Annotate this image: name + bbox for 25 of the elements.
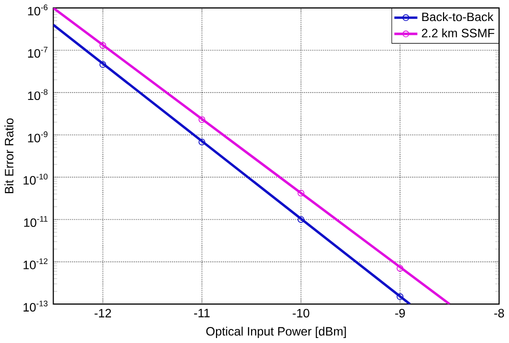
- point: [396, 294, 404, 300]
- point: [198, 116, 206, 124]
- x-tick-label: -9: [395, 309, 405, 318]
- y-tick-label: 10$^{-7}$: [28, 47, 48, 58]
- x-tick-label: -8: [494, 309, 504, 318]
- point: [298, 190, 304, 197]
- point: [99, 42, 106, 50]
- y-tick-label: 10$^{-11}$: [24, 216, 48, 228]
- y-axis-title: Bit Error Ratio: [4, 118, 14, 194]
- y-tick-label: 10$^{-8}$: [28, 89, 48, 100]
- y-tick-label: 10$^{-12}$: [24, 258, 48, 270]
- x-tick-label: -12: [94, 309, 111, 318]
- point: [298, 216, 304, 224]
- y-tick-label: 10$^{-13}$: [24, 300, 48, 312]
- x-axis-title: Optical Input Power [dBm]: [206, 326, 346, 338]
- point: [396, 265, 404, 272]
- y-tick-label: 10$^{-6}$: [28, 4, 48, 16]
- point: [99, 61, 106, 68]
- y-tick-label: 10$^{-9}$: [28, 132, 48, 143]
- x-tick-label: -11: [194, 309, 210, 318]
- legend-label: 2.2 km SSMF: [422, 28, 494, 38]
- y-tick-label: 10$^{-10}$: [24, 174, 48, 185]
- legend-label: Back-to-Back: [422, 12, 494, 22]
- point: [198, 138, 206, 146]
- x-tick-label: -10: [292, 309, 310, 318]
